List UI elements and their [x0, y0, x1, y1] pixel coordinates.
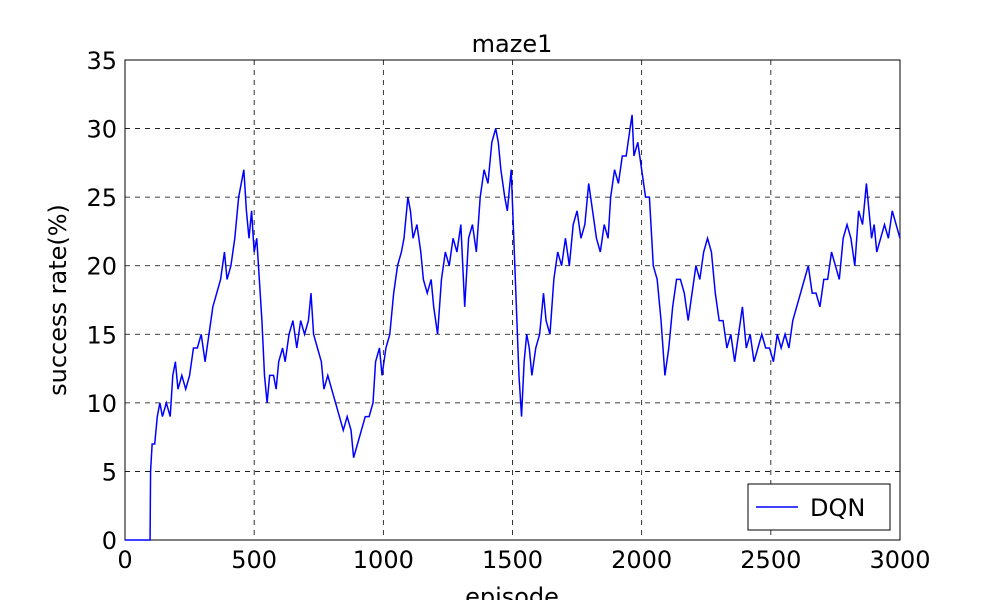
- y-tick-label: 15: [86, 321, 117, 349]
- x-tick-label: 3000: [869, 546, 930, 574]
- x-axis-label: episode: [465, 583, 559, 600]
- x-tick-label: 2000: [611, 546, 672, 574]
- x-tick-label: 1000: [353, 546, 414, 574]
- x-tick-label: 1500: [482, 546, 543, 574]
- plot-frame: [124, 59, 901, 541]
- y-tick-label: 20: [86, 253, 117, 281]
- y-axis-label: success rate(%): [44, 204, 72, 396]
- y-tick-label: 5: [102, 458, 117, 486]
- y-tick-label: 25: [86, 184, 117, 212]
- y-tick-label: 10: [86, 390, 117, 418]
- data-line: [125, 114, 901, 541]
- y-tick-label: 30: [86, 116, 117, 144]
- y-tick-label: 35: [86, 47, 117, 75]
- x-tick-label: 0: [117, 546, 132, 574]
- y-tick-label: 0: [102, 527, 117, 555]
- x-tick-label: 500: [231, 546, 277, 574]
- legend-label: DQN: [810, 494, 865, 522]
- chart-title: maze1: [472, 30, 553, 58]
- x-tick-label: 2500: [740, 546, 801, 574]
